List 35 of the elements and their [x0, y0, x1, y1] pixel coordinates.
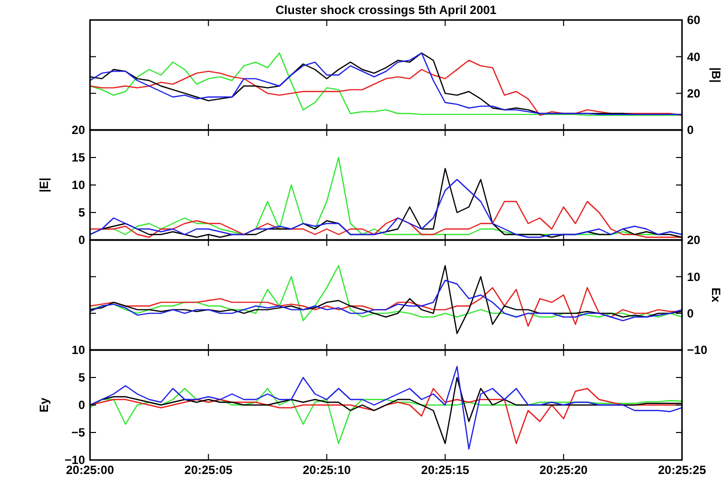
y2-axis-title: Ex	[709, 288, 722, 303]
y2-tick-label: 60	[687, 13, 701, 28]
y-tick-label: 20	[72, 123, 86, 138]
y-tick-label: 15	[72, 150, 86, 165]
y-axis-title: Ey	[37, 397, 51, 412]
line-series	[90, 265, 682, 322]
line-series	[90, 200, 682, 238]
y2-tick-label: −10	[687, 343, 708, 358]
line-series	[90, 366, 682, 450]
x-tick-label: 20:25:05	[184, 463, 233, 477]
chart-title: Cluster shock crossings 5th April 2001	[276, 3, 497, 17]
y-tick-label: 5	[78, 206, 86, 220]
y-tick-label: 5	[78, 370, 86, 385]
y-tick-label: 0	[78, 398, 86, 412]
y2-tick-label: 40	[687, 50, 701, 64]
y-tick-label: 10	[72, 343, 86, 358]
y2-axis-title: |B|	[709, 67, 722, 83]
y2-tick-label: 0	[687, 306, 694, 321]
line-series	[90, 280, 682, 322]
y-tick-label: 0	[78, 233, 86, 248]
x-tick-label: 20:25:10	[302, 463, 352, 477]
y-axis-title: |E|	[37, 178, 51, 192]
y2-tick-label: 20	[687, 86, 701, 101]
x-tick-label: 20:25:15	[421, 463, 470, 477]
y2-tick-label: 20	[687, 233, 701, 248]
x-tick-label: 20:25:25	[658, 463, 706, 477]
y2-tick-label: 0	[687, 123, 694, 138]
y-tick-label: 10	[72, 178, 86, 192]
line-series	[90, 178, 682, 238]
line-series	[90, 287, 682, 327]
y-tick-label: −5	[71, 426, 86, 440]
x-tick-label: 20:25:20	[540, 463, 588, 477]
y2-tick-label: 10	[687, 270, 701, 284]
x-tick-label: 20:25:00	[66, 463, 114, 477]
line-series	[90, 388, 682, 444]
